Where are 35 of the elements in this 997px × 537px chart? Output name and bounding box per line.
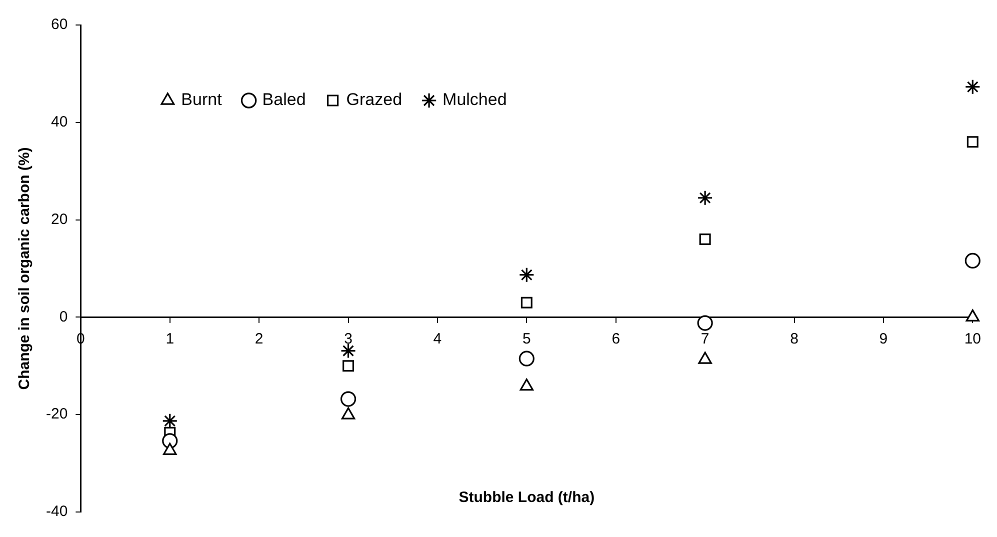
x-tick-label: 2 [254, 330, 264, 348]
point [340, 391, 356, 407]
point [340, 343, 356, 359]
x-tick-label: 10 [964, 330, 981, 348]
point [964, 252, 980, 269]
y-tick-label: 60 [50, 16, 68, 34]
point [162, 413, 178, 429]
point [697, 190, 713, 206]
legend-label: Grazed [346, 90, 402, 110]
point [697, 315, 713, 331]
point [966, 136, 978, 148]
legend-label: Baled [262, 90, 306, 110]
point [964, 79, 980, 95]
legend-label: Mulched [442, 90, 507, 110]
y-tick-label: 40 [50, 114, 68, 131]
y-tick-label: 20 [50, 210, 68, 228]
point [518, 267, 534, 283]
y-tick-label: -40 [46, 503, 68, 520]
point [342, 360, 354, 372]
y-tick-label: 0 [59, 308, 68, 326]
point [699, 234, 711, 246]
x-tick-label: 7 [700, 330, 710, 348]
x-tick-label: 8 [790, 330, 798, 348]
x-axis-title: Stubble Load (t/ha) [458, 489, 595, 506]
legend-label: Burnt [181, 90, 222, 110]
point [518, 350, 534, 366]
x-tick-label: 5 [522, 330, 531, 348]
point [520, 296, 532, 308]
x-tick-label: 6 [612, 330, 620, 348]
x-tick-label: 4 [433, 330, 442, 348]
x-tick-label: 3 [344, 330, 352, 348]
y-axis-title: Change in soil organic carbon (%) [16, 147, 34, 390]
x-tick-label: 1 [166, 330, 174, 348]
x-tick-label: 9 [879, 330, 888, 348]
y-tick-label: -20 [46, 406, 68, 423]
